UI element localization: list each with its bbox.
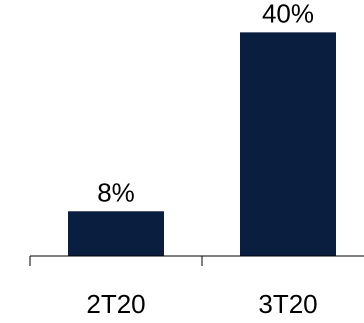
data-label-3t20: 40% <box>262 0 314 28</box>
data-label-2t20: 8% <box>97 177 135 207</box>
x-tick-label-3t20: 3T20 <box>258 289 317 319</box>
bar-2t20 <box>68 211 164 256</box>
x-tick-label-2t20: 2T20 <box>86 289 145 319</box>
bar-3t20 <box>240 32 336 257</box>
bars-layer <box>68 32 336 257</box>
labels-layer: 8% 2T20 40% 3T20 <box>86 0 317 319</box>
x-axis <box>29 255 364 266</box>
